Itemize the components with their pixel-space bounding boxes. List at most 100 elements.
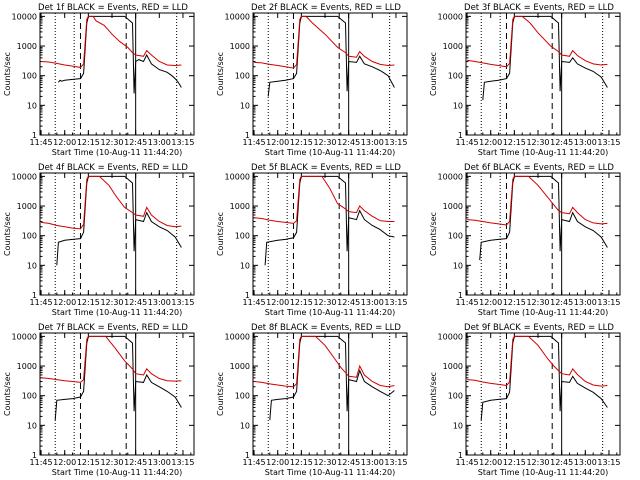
series-lld-line <box>41 15 182 68</box>
series-events-line <box>482 15 608 101</box>
y-tick-label: 100 <box>235 392 250 401</box>
y-tick-label: 1000 <box>230 362 250 371</box>
chart-panel-det-7: Det 7f BLACK = Events, RED = LLD 1 10 100 10… <box>3 323 195 477</box>
y-tick-label: 10000 <box>225 332 250 341</box>
x-tick-label: 12:45 <box>337 138 360 147</box>
chart-title: Det 6f BLACK = Events, RED = LLD <box>464 163 614 173</box>
y-tick-label: 10 <box>453 261 463 270</box>
series-lld-line <box>467 175 608 226</box>
y-tick-label: 10000 <box>225 172 250 181</box>
x-tick-label: 13:15 <box>171 458 194 467</box>
series-events-line <box>56 175 182 266</box>
y-tick-label: 100 <box>22 232 37 241</box>
x-tick-label: 11:45 <box>243 298 266 307</box>
y-tick-label: 10000 <box>225 12 250 21</box>
chart-panel-det-2: Det 2f BLACK = Events, RED = LLD 1 10 100 10… <box>216 3 408 157</box>
plot-area <box>41 13 182 135</box>
x-axis-label: Start Time (10-Aug-11 11:44:20) <box>265 308 396 317</box>
y-tick-label: 100 <box>448 72 463 81</box>
y-tick-label: 1 <box>245 131 250 140</box>
x-tick-label: 12:45 <box>124 458 147 467</box>
chart-title: Det 9f BLACK = Events, RED = LLD <box>464 323 614 333</box>
y-axis-label: Counts/sec <box>216 212 225 256</box>
chart-panel-det-5: Det 5f BLACK = Events, RED = LLD 1 10 100 10… <box>216 163 408 317</box>
y-axis-label: Counts/sec <box>216 52 225 96</box>
chart-title: Det 8f BLACK = Events, RED = LLD <box>251 323 401 333</box>
x-axis-label: Start Time (10-Aug-11 11:44:20) <box>265 148 396 157</box>
y-tick-label: 1000 <box>17 362 37 371</box>
plot-frame <box>252 332 408 456</box>
y-tick-label: 1 <box>32 291 37 300</box>
y-tick-label: 1 <box>458 291 463 300</box>
y-tick-label: 100 <box>448 232 463 241</box>
x-axis-label: Start Time (10-Aug-11 11:44:20) <box>52 468 183 477</box>
plot-frame <box>39 332 195 456</box>
x-tick-label: 11:45 <box>30 298 53 307</box>
chart-panel-det-8: Det 8f BLACK = Events, RED = LLD 1 10 100 10… <box>216 323 408 477</box>
y-tick-label: 10000 <box>12 332 37 341</box>
x-tick-label: 13:15 <box>597 298 620 307</box>
series-lld-line <box>254 175 395 224</box>
x-tick-label: 13:15 <box>384 458 407 467</box>
y-tick-label: 10000 <box>438 12 463 21</box>
x-tick-label: 12:00 <box>266 458 289 467</box>
x-tick-label: 11:45 <box>456 458 479 467</box>
y-tick-label: 1000 <box>17 42 37 51</box>
y-tick-label: 1 <box>32 131 37 140</box>
chart-title: Det 7f BLACK = Events, RED = LLD <box>38 323 188 333</box>
y-tick-label: 10 <box>453 101 463 110</box>
x-tick-label: 12:00 <box>479 298 502 307</box>
plot-frame <box>465 172 621 296</box>
series-events-line <box>479 175 608 261</box>
series-lld-line <box>254 335 395 388</box>
x-tick-label: 12:45 <box>124 298 147 307</box>
x-tick-label: 12:30 <box>100 458 123 467</box>
series-events-line <box>58 15 182 94</box>
plot-area <box>254 173 395 295</box>
x-tick-label: 12:45 <box>337 298 360 307</box>
y-tick-label: 1000 <box>17 202 37 211</box>
x-tick-label: 13:15 <box>597 458 620 467</box>
plot-area <box>254 13 395 135</box>
chart-panel-det-9: Det 9f BLACK = Events, RED = LLD 1 10 100 10… <box>429 323 621 477</box>
x-tick-label: 12:30 <box>313 298 336 307</box>
x-tick-label: 12:15 <box>77 458 100 467</box>
y-axis-label: Counts/sec <box>3 372 12 416</box>
y-axis-label: Counts/sec <box>3 212 12 256</box>
x-tick-label: 13:15 <box>384 298 407 307</box>
y-tick-label: 10 <box>27 261 37 270</box>
series-events-line <box>267 15 395 97</box>
chart-panel-det-6: Det 6f BLACK = Events, RED = LLD 1 10 100 10… <box>429 163 621 317</box>
series-events-line <box>480 335 608 421</box>
plot-frame <box>39 172 195 296</box>
x-tick-label: 13:00 <box>148 458 171 467</box>
x-tick-label: 13:00 <box>361 298 384 307</box>
y-tick-label: 10 <box>453 421 463 430</box>
chart-title: Det 5f BLACK = Events, RED = LLD <box>251 163 401 173</box>
series-lld-line <box>467 335 608 387</box>
x-tick-label: 12:15 <box>503 298 526 307</box>
chart-title: Det 3f BLACK = Events, RED = LLD <box>464 3 614 13</box>
x-axis-label: Start Time (10-Aug-11 11:44:20) <box>478 468 609 477</box>
y-tick-label: 1 <box>245 451 250 460</box>
plot-frame <box>252 12 408 136</box>
y-tick-label: 1 <box>245 291 250 300</box>
plot-area <box>467 13 608 135</box>
y-tick-label: 10000 <box>438 332 463 341</box>
x-tick-label: 13:00 <box>361 458 384 467</box>
y-axis-label: Counts/sec <box>429 372 438 416</box>
x-axis-label: Start Time (10-Aug-11 11:44:20) <box>52 308 183 317</box>
y-tick-label: 1 <box>458 451 463 460</box>
y-tick-label: 1000 <box>443 42 463 51</box>
x-tick-label: 12:45 <box>550 138 573 147</box>
x-axis-label: Start Time (10-Aug-11 11:44:20) <box>265 468 396 477</box>
x-tick-label: 12:45 <box>124 138 147 147</box>
x-axis-label: Start Time (10-Aug-11 11:44:20) <box>478 148 609 157</box>
x-tick-label: 13:00 <box>148 298 171 307</box>
x-tick-label: 12:00 <box>266 298 289 307</box>
x-tick-label: 11:45 <box>456 138 479 147</box>
plot-frame <box>465 12 621 136</box>
plot-area <box>467 173 608 295</box>
chart-panel-det-1: Det 1f BLACK = Events, RED = LLD 1 10 100 10… <box>3 3 195 157</box>
